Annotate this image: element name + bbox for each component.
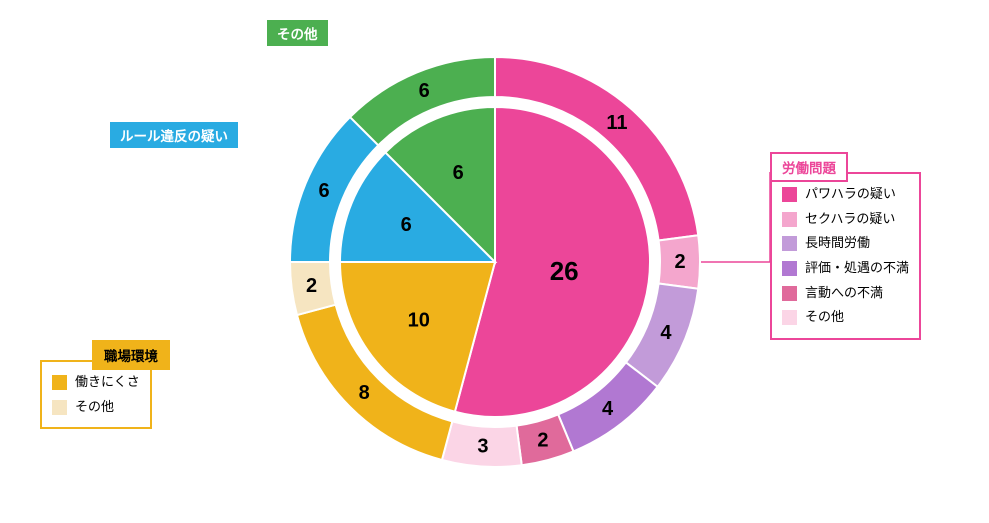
legend-swatch (782, 261, 797, 276)
legend-label: 長時間労働 (805, 231, 870, 256)
legend-swatch (782, 310, 797, 325)
outer-slice-value: 4 (602, 398, 614, 420)
legend-label: パワハラの疑い (805, 182, 896, 207)
legend-swatch (782, 236, 797, 251)
legend-swatch (782, 212, 797, 227)
nested-pie-chart: 26106611244238266 パワハラの疑いセクハラの疑い長時間労働評価・… (0, 0, 989, 523)
outer-slice-value: 11 (606, 112, 627, 134)
legend-work: 働きにくさその他 (40, 360, 152, 429)
outer-slice-value: 3 (477, 436, 488, 458)
outer-slice-value: 8 (359, 382, 370, 404)
legend-item: 言動への不満 (782, 281, 909, 306)
outer-slice-value: 2 (537, 430, 548, 452)
legend-swatch (52, 375, 67, 390)
inner-slice-value: 6 (453, 162, 464, 184)
inner-slice-value: 10 (408, 310, 430, 332)
legend-item: その他 (782, 305, 909, 330)
legend-other-title: その他 (267, 20, 328, 46)
legend-item: パワハラの疑い (782, 182, 909, 207)
legend-label: 評価・処遇の不満 (805, 256, 909, 281)
legend-label: 言動への不満 (805, 281, 883, 306)
inner-slice-value: 6 (401, 214, 412, 236)
legend-swatch (782, 286, 797, 301)
legend-label: その他 (805, 305, 844, 330)
legend-label: その他 (75, 395, 114, 420)
legend-swatch (52, 400, 67, 415)
legend-work-title: 職場環境 (92, 340, 170, 370)
outer-slice-value: 4 (660, 322, 672, 344)
legend-swatch (782, 187, 797, 202)
outer-slice-value: 6 (319, 180, 330, 202)
connector-line (700, 172, 770, 262)
inner-slice-value: 26 (550, 256, 579, 286)
legend-label: 働きにくさ (75, 370, 140, 395)
legend-item: 働きにくさ (52, 370, 140, 395)
legend-item: その他 (52, 395, 140, 420)
legend-labor-title: 労働問題 (770, 152, 848, 182)
outer-slice-value: 2 (674, 251, 685, 273)
legend-rule-title: ルール違反の疑い (110, 122, 238, 148)
legend-item: セクハラの疑い (782, 207, 909, 232)
outer-slice-value: 2 (306, 275, 317, 297)
legend-item: 評価・処遇の不満 (782, 256, 909, 281)
outer-slice-value: 6 (419, 80, 430, 102)
legend-label: セクハラの疑い (805, 207, 895, 232)
legend-labor: パワハラの疑いセクハラの疑い長時間労働評価・処遇の不満言動への不満その他 (770, 172, 921, 340)
legend-item: 長時間労働 (782, 231, 909, 256)
